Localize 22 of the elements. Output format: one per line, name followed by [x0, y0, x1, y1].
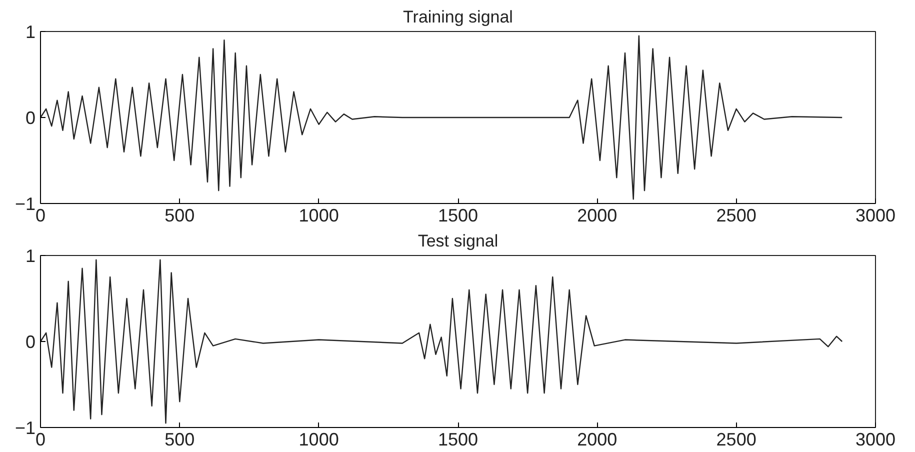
x-tick-label: 1000: [298, 206, 339, 226]
chart-title: Test signal: [418, 232, 498, 250]
x-tick-label: 1000: [298, 430, 339, 450]
x-tick-label: 2500: [716, 430, 756, 450]
x-tick-label: 3000: [855, 206, 896, 226]
x-tick-label: 1500: [438, 430, 478, 450]
x-tick-label: 2000: [577, 206, 618, 226]
x-tick-label: 500: [164, 430, 195, 450]
y-tick-label: −1: [14, 418, 36, 438]
x-tick-label: 1500: [438, 206, 478, 226]
y-tick-label: 0: [25, 108, 36, 128]
y-tick-label: 0: [25, 332, 36, 352]
x-tick-label: 500: [164, 206, 195, 226]
y-tick-label: −1: [14, 194, 36, 214]
line-series: [40, 259, 843, 424]
x-tick-label: 2000: [577, 430, 618, 450]
y-tick-label: 1: [25, 246, 36, 266]
chart-title: Training signal: [403, 8, 513, 26]
line-series: [40, 35, 843, 200]
y-tick-label: 1: [25, 22, 36, 42]
x-tick-label: 2500: [716, 206, 756, 226]
x-tick-label: 3000: [855, 430, 896, 450]
